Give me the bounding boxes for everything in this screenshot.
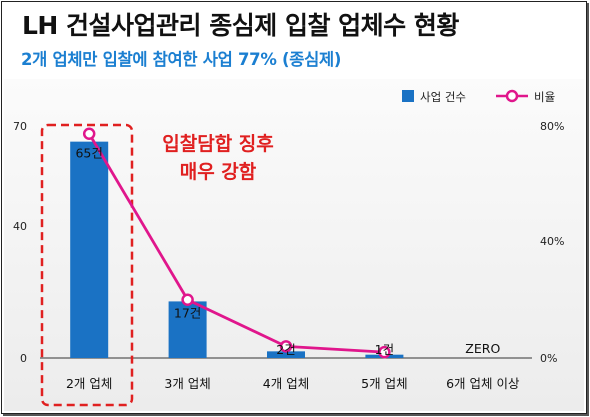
legend-bar-label: 사업 건수 xyxy=(420,90,466,104)
page-subtitle: 2개 업체만 입찰에 참여한 사업 77% (종심제) xyxy=(21,50,342,69)
y-left-tick: 0 xyxy=(20,352,27,365)
annotation-line-1: 입찰담합 징후 xyxy=(162,133,274,155)
bar xyxy=(168,301,207,358)
ratio-line xyxy=(87,133,385,354)
x-tick-label: 4개 업체 xyxy=(263,376,309,391)
y-right-tick: 40% xyxy=(540,235,564,248)
bar-data-label: 17건 xyxy=(174,305,201,320)
y-right-tick: 80% xyxy=(540,120,564,133)
y-left-tick: 70 xyxy=(13,120,27,133)
bar-data-label: 65건 xyxy=(75,146,102,161)
y-right-tick: 0% xyxy=(540,352,557,365)
y-left-tick: 40 xyxy=(13,220,27,233)
x-tick-label: 2개 업체 xyxy=(66,376,112,391)
x-tick-label: 5개 업체 xyxy=(361,376,407,391)
ratio-point xyxy=(378,345,391,359)
legend-line-marker xyxy=(505,89,519,103)
bar-data-label: 1건 xyxy=(375,342,394,357)
highlight-dashed-box xyxy=(40,123,134,407)
page-title: LH 건설사업관리 종심제 입찰 업체수 현황 xyxy=(22,11,459,40)
ratio-point xyxy=(82,127,96,140)
bar xyxy=(267,351,305,358)
legend-line-label: 비율 xyxy=(534,90,555,104)
bar-data-label: 2건 xyxy=(276,342,295,357)
x-tick-label: 6개 업체 이상 xyxy=(446,376,520,391)
bar xyxy=(70,141,109,358)
legend-bar-swatch xyxy=(402,90,414,102)
ratio-point xyxy=(279,340,293,353)
annotation-line-2: 매우 강함 xyxy=(180,161,257,183)
x-tick-label: 3개 업체 xyxy=(164,376,210,391)
ratio-point xyxy=(181,293,194,306)
bar-data-label: ZERO xyxy=(465,341,500,356)
